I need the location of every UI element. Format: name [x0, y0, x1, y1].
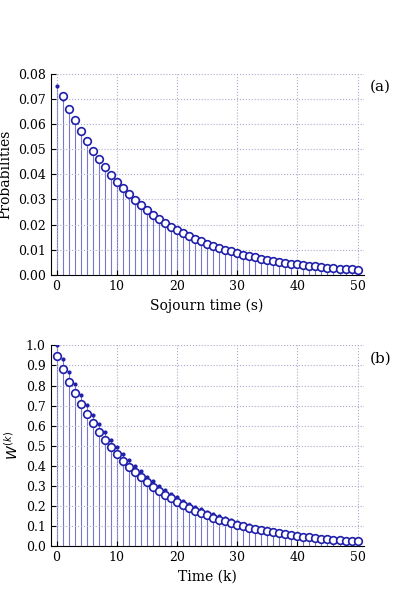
Y-axis label: $W^{(k)}$: $W^{(k)}$ [2, 432, 20, 460]
X-axis label: Sojourn time (s): Sojourn time (s) [150, 298, 264, 313]
Y-axis label: Probabilities: Probabilities [0, 130, 12, 219]
Text: (a): (a) [370, 80, 391, 94]
Text: (b): (b) [370, 351, 391, 365]
X-axis label: Time (k): Time (k) [178, 570, 236, 584]
